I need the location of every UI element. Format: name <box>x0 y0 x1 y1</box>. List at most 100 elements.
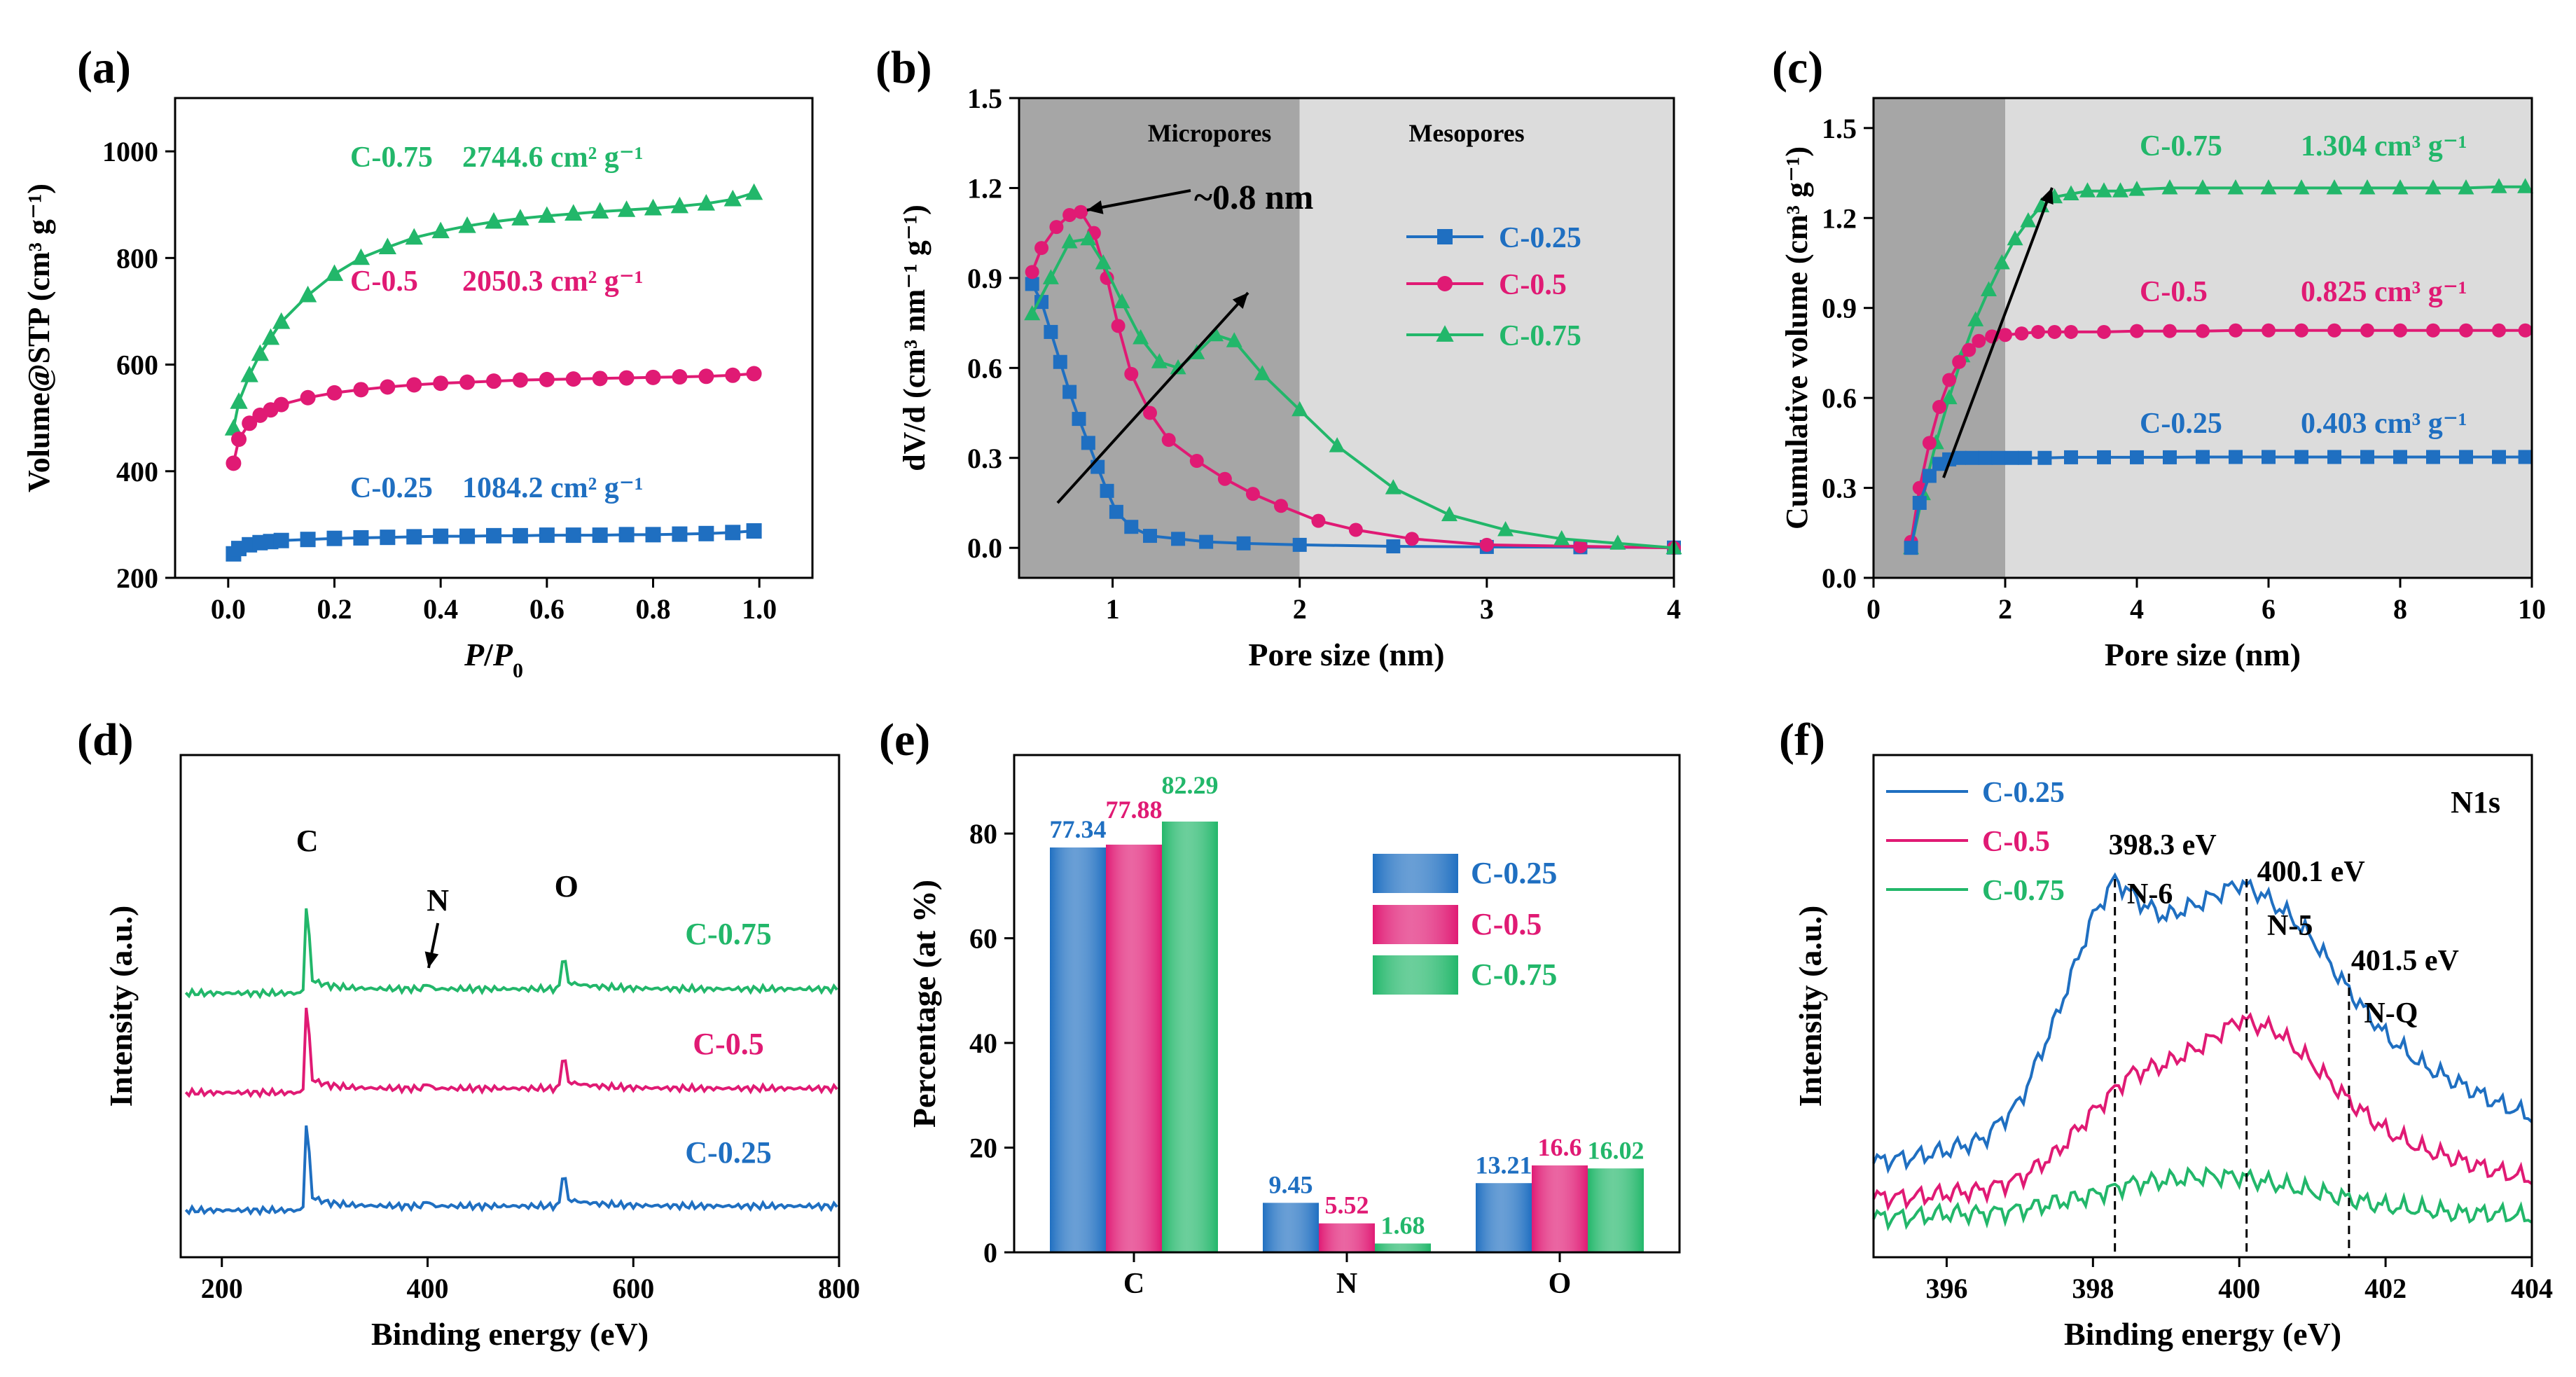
data-point <box>459 528 476 544</box>
data-point <box>486 373 501 389</box>
trend-arrow <box>1056 291 1249 504</box>
data-point <box>1967 311 1984 326</box>
spectrum-line <box>184 1007 838 1099</box>
data-point <box>2163 450 2177 464</box>
data-point <box>539 371 555 387</box>
data-point <box>300 532 316 548</box>
data-point <box>1348 523 1363 537</box>
peak-arrow <box>1086 189 1191 212</box>
data-point <box>1952 354 1967 369</box>
peak-name-label: N-5 <box>2267 910 2313 942</box>
x-tick-label: 0.8 <box>636 593 671 625</box>
data-point <box>745 183 763 200</box>
legend-label: C-0.75 <box>1982 875 2065 907</box>
y-axis-label: Volume@STP (cm³ g⁻¹) <box>22 184 56 492</box>
x-axis-label: Pore size (nm) <box>2105 637 2301 672</box>
data-point <box>1292 537 1307 552</box>
panel-label: (f) <box>1779 714 1825 766</box>
data-point <box>725 367 741 383</box>
y-tick-label: 800 <box>116 242 158 274</box>
surface-area-label: 2050.3 cm² g⁻¹ <box>462 265 643 298</box>
x-tick-label: 800 <box>818 1273 860 1304</box>
data-point <box>2112 182 2128 198</box>
peak-energy-label: 398.3 eV <box>2109 829 2217 862</box>
data-point <box>1609 534 1626 550</box>
data-point <box>226 455 242 471</box>
data-point <box>1111 319 1126 333</box>
x-category-label: C <box>1123 1268 1144 1300</box>
y-tick-label: 80 <box>969 818 997 850</box>
x-tick-label: 404 <box>2511 1273 2553 1304</box>
data-point <box>433 375 449 392</box>
data-point <box>1922 436 1937 450</box>
trend-arrow <box>1942 187 2054 478</box>
panel-c: C-0.75 1.304 cm³ g⁻¹ C-0.5 0.825 cm³ g⁻¹ C-0… <box>1780 97 2546 672</box>
peak-label-o: O <box>555 869 579 904</box>
data-point <box>380 379 396 395</box>
data-point <box>1081 436 1095 450</box>
data-point <box>300 389 316 406</box>
data-point <box>224 419 243 436</box>
panel-label: (d) <box>77 714 134 766</box>
surface-area-label: 1084.2 cm² g⁻¹ <box>462 472 643 504</box>
mesopore-region <box>2005 98 2532 578</box>
data-point <box>1025 265 1039 279</box>
data-point <box>2492 450 2506 464</box>
plot-frame <box>1013 754 1681 1254</box>
data-point <box>2229 323 2243 338</box>
data-point <box>1124 520 1139 534</box>
data-point <box>1072 412 1086 427</box>
bar-shine <box>1263 1203 1319 1252</box>
data-point <box>1217 471 1232 486</box>
data-point <box>231 431 247 448</box>
bar-shine <box>1162 821 1218 1252</box>
data-point <box>592 527 608 544</box>
y-axis-label: Cumulative volume (cm³ g⁻¹) <box>1780 146 1814 530</box>
legend-marker <box>1437 276 1453 291</box>
x-tick-label: 6 <box>2262 593 2276 625</box>
data-point <box>2294 323 2308 338</box>
data-point <box>272 312 291 329</box>
data-point <box>1124 366 1139 381</box>
data-point <box>2260 179 2277 195</box>
data-point <box>273 532 289 548</box>
data-point <box>1133 329 1149 345</box>
legend-swatch-shine <box>1373 854 1458 893</box>
plot-frame <box>1018 97 1675 579</box>
bar-value-label: 77.88 <box>1106 796 1163 824</box>
data-point <box>1053 354 1067 369</box>
x-tick-label: 4 <box>2130 593 2144 625</box>
spectrum-title: N1s <box>2451 785 2500 819</box>
data-point <box>2130 450 2144 464</box>
x-tick-label: 1 <box>1106 593 1120 625</box>
data-point <box>1236 536 1251 551</box>
data-point <box>2194 179 2211 195</box>
series-annotation: C-0.5 <box>350 265 418 298</box>
data-point <box>352 248 371 265</box>
data-point <box>1143 406 1157 420</box>
series-annotation: C-0.75 <box>350 141 433 174</box>
peak-name-label: N-6 <box>2127 878 2173 911</box>
series-annotation: C-0.25 <box>2140 408 2222 440</box>
data-point <box>1095 254 1112 270</box>
data-point <box>565 527 581 544</box>
data-point <box>433 528 449 544</box>
bar-value-label: 9.45 <box>1269 1170 1313 1198</box>
data-point <box>353 382 369 398</box>
data-point <box>2392 179 2409 195</box>
plot-frame <box>174 97 814 579</box>
data-point <box>261 328 280 345</box>
data-point <box>378 237 396 255</box>
data-point <box>405 228 423 245</box>
pore-volume-label: 0.825 cm³ g⁻¹ <box>2301 276 2467 308</box>
series-annotation: C-0.75 <box>2140 130 2222 162</box>
legend-marker <box>1436 325 1454 342</box>
data-point <box>1311 513 1326 528</box>
y-tick-label: 60 <box>969 923 997 955</box>
data-point <box>2359 179 2376 195</box>
data-point <box>1034 241 1049 256</box>
x-axis-label: Binding energy (eV) <box>2064 1316 2341 1352</box>
data-point <box>1386 539 1401 554</box>
x-tick-label: 402 <box>2364 1273 2407 1304</box>
x-tick-label: 396 <box>1925 1273 1967 1304</box>
